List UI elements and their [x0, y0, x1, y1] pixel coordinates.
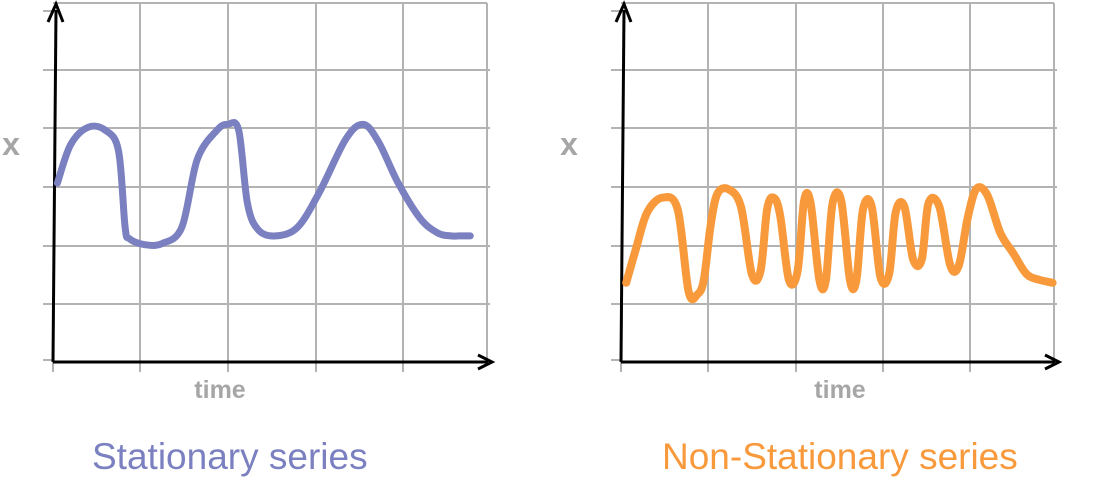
y-axis-arrowhead: [46, 0, 65, 23]
y-axis-arrowhead: [614, 0, 633, 23]
y-axis-label: x: [560, 126, 578, 162]
x-axis-label: time: [814, 376, 866, 404]
chart-title-stationary: Stationary series: [92, 436, 368, 477]
chart-title-non-stationary: Non-Stationary series: [662, 436, 1018, 477]
y-axis: [51, 9, 58, 363]
x-axis-arrowhead: [477, 353, 496, 371]
y-axis-label: x: [2, 126, 20, 162]
chart-non-stationary: time x: [560, 0, 1063, 404]
series-line-non-stationary: [622, 183, 1057, 304]
series-line-stationary: [53, 118, 474, 249]
y-axis: [619, 9, 626, 363]
chart-stationary: time x: [2, 0, 496, 404]
x-axis-label: time: [194, 376, 246, 404]
x-axis-arrowhead: [1044, 353, 1063, 371]
